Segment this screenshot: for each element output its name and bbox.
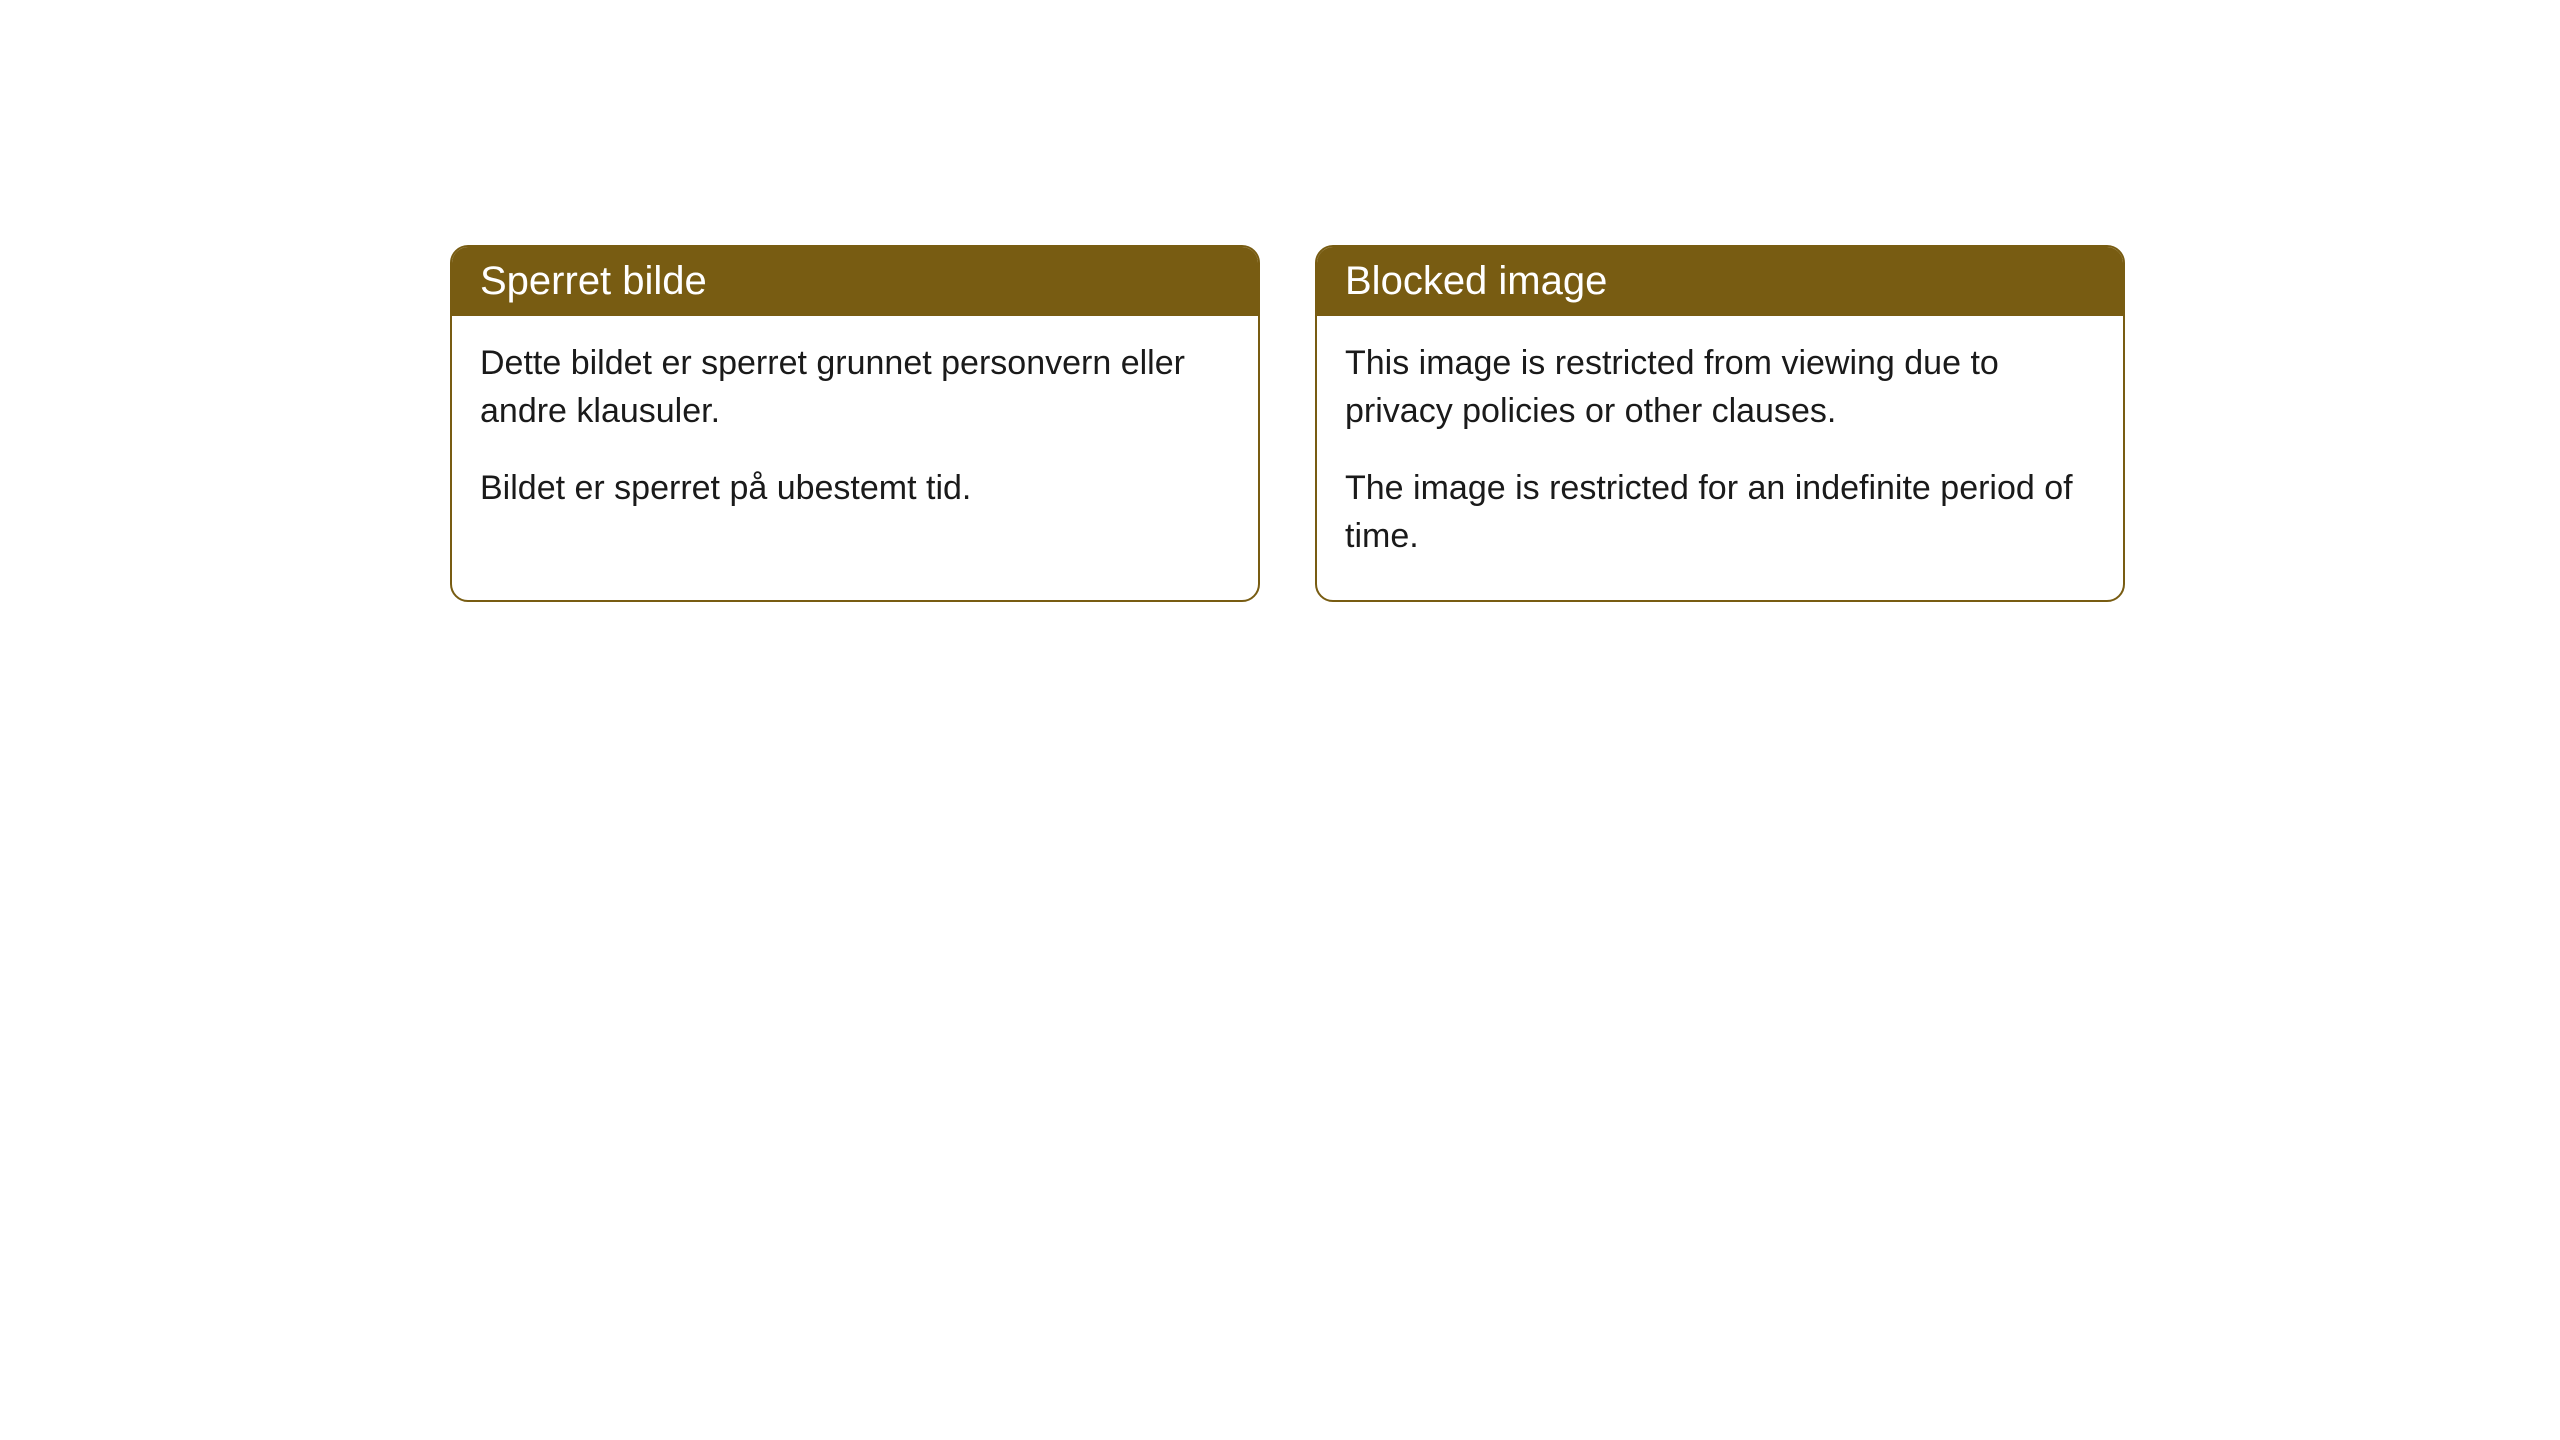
card-title: Sperret bilde [480, 259, 707, 303]
card-paragraph-1: This image is restricted from viewing du… [1345, 340, 2095, 435]
card-header: Sperret bilde [452, 247, 1258, 316]
card-header: Blocked image [1317, 247, 2123, 316]
card-title: Blocked image [1345, 259, 1607, 303]
card-body: This image is restricted from viewing du… [1317, 316, 2123, 600]
cards-container: Sperret bilde Dette bildet er sperret gr… [0, 0, 2560, 602]
card-paragraph-1: Dette bildet er sperret grunnet personve… [480, 340, 1230, 435]
card-body: Dette bildet er sperret grunnet personve… [452, 316, 1258, 553]
card-paragraph-2: The image is restricted for an indefinit… [1345, 465, 2095, 560]
card-paragraph-2: Bildet er sperret på ubestemt tid. [480, 465, 1230, 513]
blocked-image-card-norwegian: Sperret bilde Dette bildet er sperret gr… [450, 245, 1260, 602]
blocked-image-card-english: Blocked image This image is restricted f… [1315, 245, 2125, 602]
